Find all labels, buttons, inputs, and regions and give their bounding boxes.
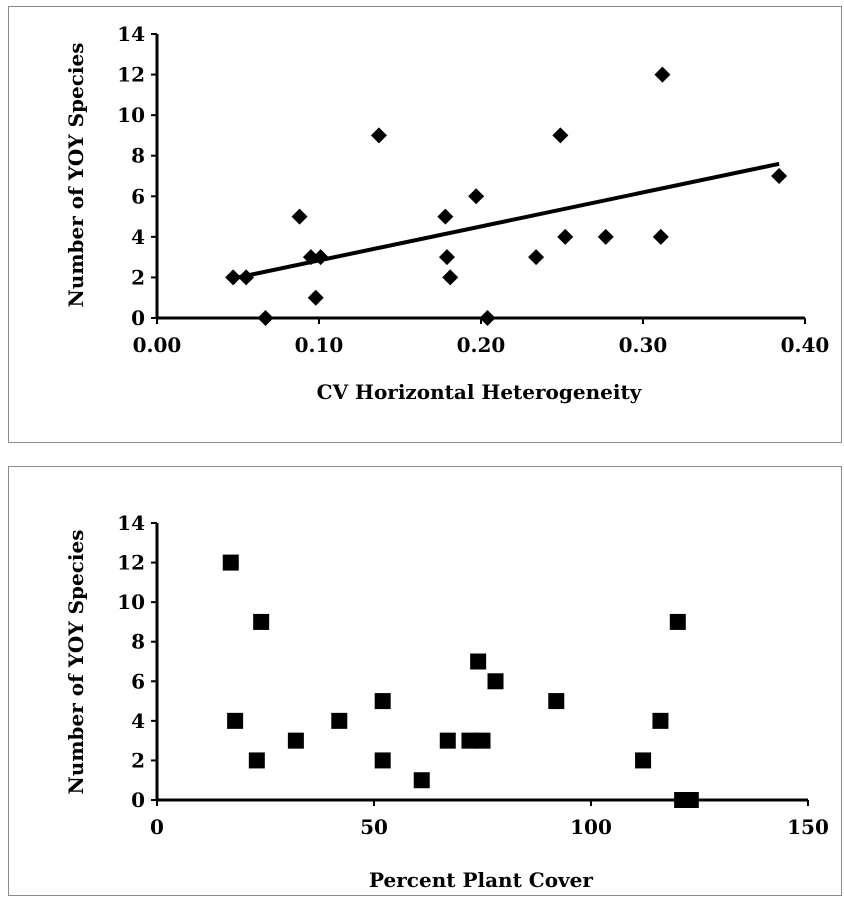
chart1-y-tick-label: 12 <box>117 63 145 87</box>
chart2-data-point <box>470 653 487 670</box>
chart2-data-point <box>635 752 652 769</box>
chart2-x-tick-label: 150 <box>787 815 829 839</box>
chart1-y-tick-label: 0 <box>131 306 145 330</box>
chart1-data-point <box>225 269 242 286</box>
chart2-data-point <box>474 732 491 749</box>
chart2-data-point <box>413 772 430 789</box>
chart1-data-point <box>291 208 308 225</box>
chart1-data-point <box>597 228 614 245</box>
chart1-data-point <box>302 249 319 266</box>
chart1-y-axis-title: Number of YOY Species <box>64 43 88 308</box>
chart2-data-point <box>374 693 391 710</box>
chart2-data-point <box>248 752 265 769</box>
chart2-y-tick-label: 0 <box>131 788 145 812</box>
chart1-data-point <box>654 66 671 83</box>
chart1-data-point <box>307 289 324 306</box>
chart1-x-tick-label: 0.30 <box>619 333 668 357</box>
chart2-data-point <box>374 752 391 769</box>
chart1-data-point <box>557 228 574 245</box>
chart1-plot: 0 2 4 6 8 10 12 14 0.00 0.10 0.20 0.30 0.40 <box>117 22 829 357</box>
chart2-y-tick-label: 8 <box>131 630 145 654</box>
chart2-data-point <box>227 712 244 729</box>
chart1-data-point <box>652 228 669 245</box>
chart2-x-tick-label: 0 <box>150 815 164 839</box>
chart1-x-tick-label: 0.20 <box>457 333 506 357</box>
chart2-x-tick-label: 50 <box>360 815 388 839</box>
chart1-y-tick-label: 8 <box>131 144 145 168</box>
chart2-y-tick-label: 12 <box>117 551 145 575</box>
chart2-data-point <box>548 693 565 710</box>
chart2-data-point <box>331 712 348 729</box>
chart2-plot: 0 2 4 6 8 10 12 14 0 50 100 150 <box>117 511 829 839</box>
chart1-y-tick-label: 14 <box>117 22 145 46</box>
chart1-data-point <box>771 168 788 184</box>
chart2-data-point <box>287 732 304 749</box>
chart2-data-point <box>652 712 669 729</box>
chart2-data-point <box>669 613 686 630</box>
chart1-data-point <box>528 249 545 266</box>
chart2-y-tick-label: 10 <box>117 590 145 614</box>
chart1-y-tick-label: 4 <box>131 225 145 249</box>
chart2-data-point <box>487 673 504 690</box>
chart1-data-point <box>468 188 485 205</box>
chart1-data-point <box>479 310 496 326</box>
chart1-data-point <box>257 310 274 326</box>
chart1-data-point <box>312 249 329 266</box>
chart1-data-point <box>370 127 387 144</box>
chart2-y-tick-label: 2 <box>131 748 145 772</box>
chart1-data-point <box>238 269 255 286</box>
chart1-x-tick-label: 0.00 <box>133 333 182 357</box>
chart1-data-point <box>552 127 569 144</box>
chart2-data-point <box>439 732 456 749</box>
chart1-x-axis-title: CV Horizontal Heterogeneity <box>317 380 643 404</box>
chart-panel-plant-cover <box>8 466 842 896</box>
chart1-y-tick-label: 10 <box>117 103 145 127</box>
chart2-y-tick-label: 4 <box>131 709 145 733</box>
chart1-y-tick-label: 2 <box>131 265 145 289</box>
chart-panel-heterogeneity <box>8 6 842 443</box>
chart1-x-tick-label: 0.40 <box>781 333 830 357</box>
chart2-y-tick-label: 6 <box>131 669 145 693</box>
chart2-data-point <box>682 792 699 808</box>
chart1-data-point <box>437 208 454 225</box>
chart1-data-point <box>438 249 455 266</box>
chart2-data-point <box>253 613 270 630</box>
chart2-x-axis-title: Percent Plant Cover <box>369 868 593 892</box>
chart1-x-tick-label: 0.10 <box>295 333 344 357</box>
chart1-data-point <box>442 269 459 286</box>
chart2-y-axis-title: Number of YOY Species <box>64 530 88 795</box>
chart1-y-tick-label: 6 <box>131 184 145 208</box>
chart2-data-point <box>222 554 239 571</box>
chart2-x-tick-label: 100 <box>570 815 612 839</box>
chart2-y-tick-label: 14 <box>117 511 145 535</box>
chart2-data-point <box>461 732 478 749</box>
chart1-trendline <box>232 161 780 281</box>
